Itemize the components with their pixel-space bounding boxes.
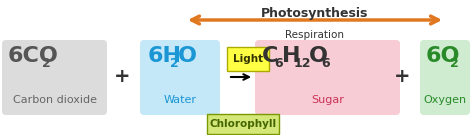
Text: O: O [309, 46, 328, 66]
Text: 2: 2 [170, 57, 179, 70]
Text: Photosynthesis: Photosynthesis [261, 7, 369, 20]
Text: 12: 12 [294, 57, 311, 70]
Text: C: C [262, 46, 278, 66]
Text: 2: 2 [42, 57, 51, 70]
Text: 6O: 6O [426, 46, 461, 66]
Text: Chlorophyll: Chlorophyll [210, 119, 276, 129]
Text: Respiration: Respiration [285, 30, 345, 40]
Text: Light: Light [233, 54, 263, 64]
Text: Carbon dioxide: Carbon dioxide [13, 95, 97, 105]
Text: H: H [282, 46, 301, 66]
FancyBboxPatch shape [227, 47, 269, 71]
Text: Oxygen: Oxygen [423, 95, 466, 105]
FancyBboxPatch shape [207, 114, 279, 134]
Text: 6: 6 [321, 57, 329, 70]
Text: Sugar: Sugar [311, 95, 345, 105]
Text: 6H: 6H [148, 46, 182, 66]
Text: O: O [178, 46, 197, 66]
Text: 2: 2 [450, 57, 459, 70]
Text: Water: Water [164, 95, 197, 105]
Text: 6CO: 6CO [8, 46, 59, 66]
Text: 6: 6 [274, 57, 283, 70]
FancyBboxPatch shape [2, 40, 107, 115]
Text: +: + [114, 68, 130, 87]
FancyArrowPatch shape [191, 16, 438, 24]
FancyBboxPatch shape [255, 40, 400, 115]
FancyBboxPatch shape [420, 40, 470, 115]
Text: +: + [394, 68, 410, 87]
FancyBboxPatch shape [140, 40, 220, 115]
